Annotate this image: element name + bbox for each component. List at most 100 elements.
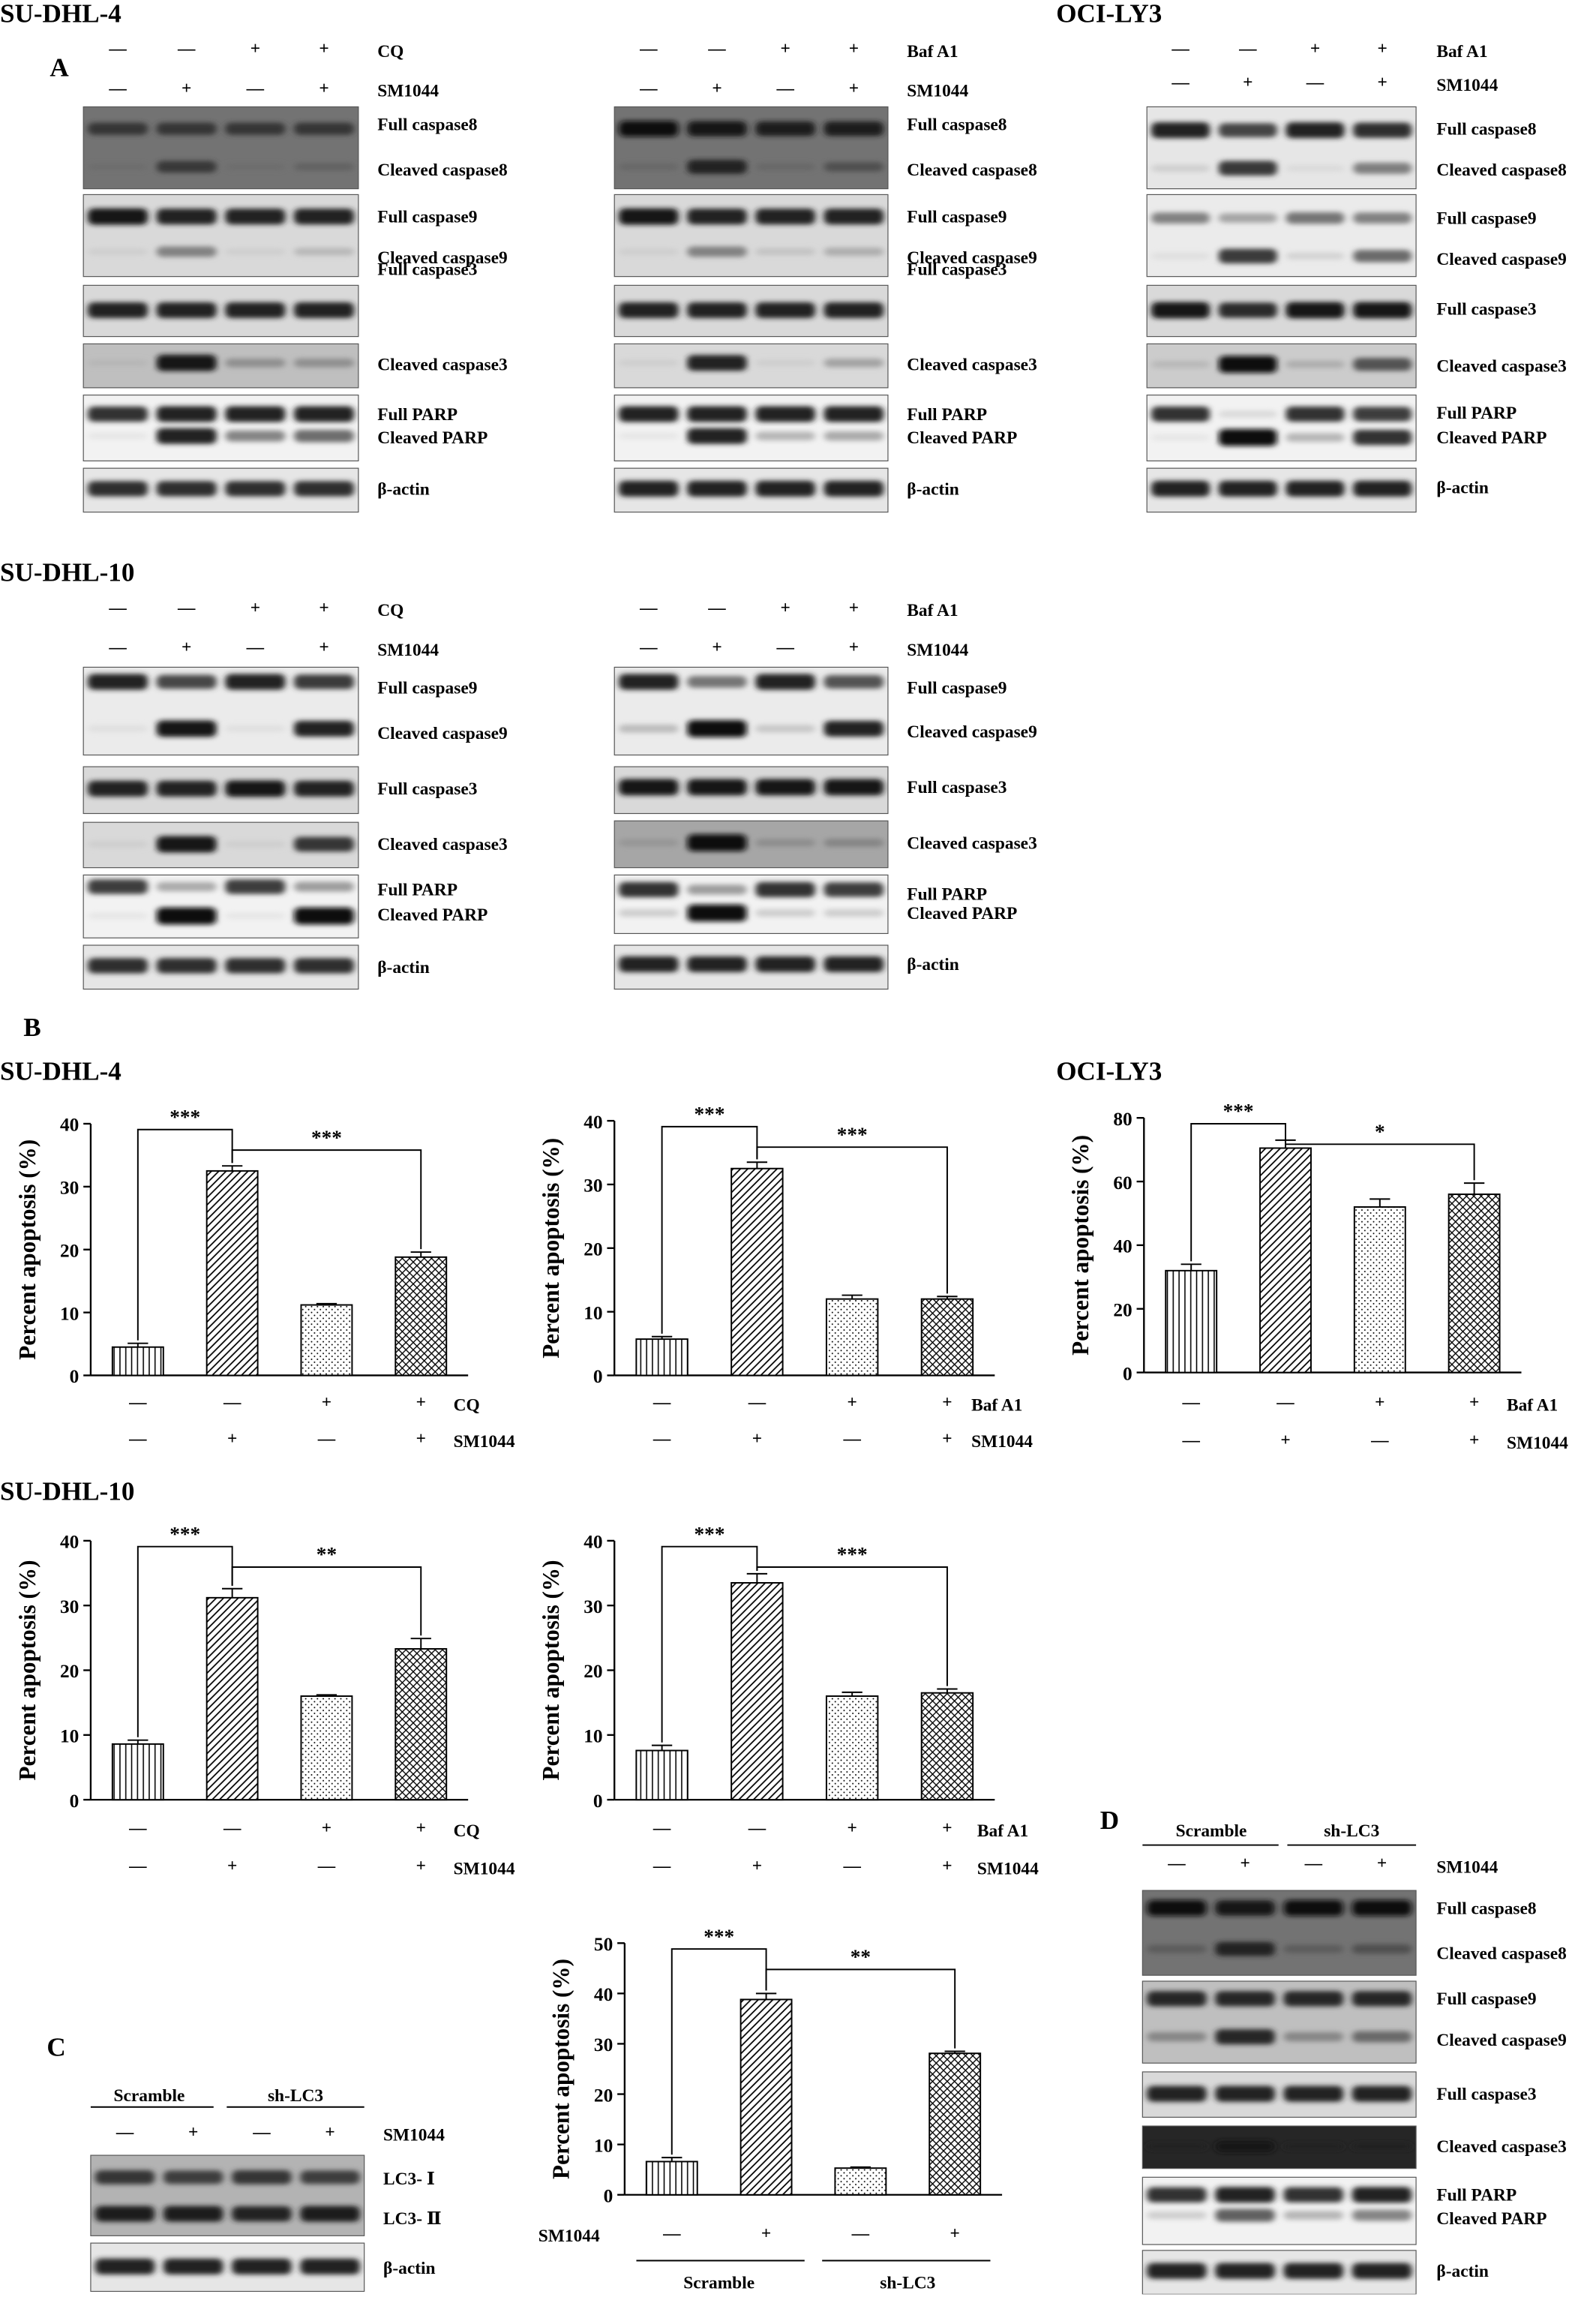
y-tick-label: 60 [1113, 1173, 1132, 1194]
blot-frame [1146, 395, 1417, 461]
blot-background [1147, 395, 1417, 461]
panel-letter: D [1100, 1806, 1119, 1835]
blot-background [614, 194, 888, 277]
blot-frame [1146, 343, 1417, 389]
bar [730, 1582, 784, 1801]
significance-stars: *** [694, 1523, 725, 1545]
band [88, 841, 148, 848]
bar [834, 2167, 887, 2196]
blot-row-label: Cleaved caspase9 [377, 724, 507, 743]
y-tick-label: 0 [593, 1366, 603, 1387]
band [824, 956, 884, 972]
blot-strip [1146, 194, 1417, 278]
blot-bands [619, 956, 884, 972]
band [1283, 2143, 1344, 2150]
lane-sign: — [639, 39, 658, 59]
blot-strip [82, 666, 359, 756]
blot-row-label: Cleaved PARP [377, 428, 488, 448]
band [755, 674, 815, 690]
blot-row-label: Cleaved PARP [1436, 428, 1546, 448]
lane-sign: + [322, 1818, 332, 1838]
lane-sign: — [1171, 73, 1190, 92]
lane-sign: + [1310, 39, 1320, 59]
blot-background [83, 194, 358, 277]
band [1283, 2031, 1344, 2042]
band [156, 958, 217, 974]
lane-sign: + [942, 1429, 952, 1449]
blot-strip [614, 194, 889, 278]
blot-bands [1151, 302, 1412, 319]
band [1353, 250, 1412, 263]
lane-sign: + [1240, 1854, 1250, 1873]
lane-sign: + [182, 79, 191, 98]
panel-letter: B [23, 1013, 40, 1042]
band [225, 406, 286, 422]
band [294, 958, 355, 974]
band [1352, 1899, 1412, 1916]
group-label: sh-LC3 [268, 2086, 323, 2106]
blot-frame [1146, 194, 1417, 278]
treatment-label: SM1044 [538, 2226, 600, 2246]
band [94, 2205, 155, 2222]
band [1147, 2085, 1207, 2102]
lane-sign: + [182, 638, 191, 657]
blot-frame [614, 820, 889, 869]
treatment-label: SM1044 [454, 1860, 515, 1879]
y-tick-label: 40 [584, 1532, 602, 1553]
lane-sign: — [652, 1857, 671, 1876]
bar [740, 1998, 793, 2196]
band [88, 359, 148, 367]
significance-stars: *** [311, 1126, 342, 1148]
blot-row-label: Cleaved caspase3 [377, 355, 507, 374]
band [687, 159, 747, 174]
treatment-label: CQ [454, 1395, 480, 1415]
band [156, 161, 217, 173]
bar [635, 1749, 688, 1801]
lane-sign: + [849, 638, 859, 657]
significance-bracket [661, 1125, 758, 1334]
band [1147, 1944, 1207, 1953]
blot-frame [90, 2242, 365, 2292]
blot-bands [88, 958, 355, 974]
blot-row-label: Cleaved caspase8 [1436, 161, 1566, 180]
lane-sign: — [1304, 1854, 1323, 1873]
treatment-label: Baf A1 [977, 1821, 1028, 1841]
y-tick-label: 20 [594, 2085, 613, 2106]
blot-frame [614, 467, 889, 513]
band [294, 163, 355, 171]
blot-strip [1142, 2176, 1417, 2245]
band [824, 162, 884, 172]
lane-sign: — [1238, 39, 1257, 59]
band [294, 406, 355, 422]
y-tick-label: 40 [60, 1532, 79, 1553]
band [1353, 430, 1412, 446]
blot-row-label: Full caspase3 [907, 778, 1006, 797]
blot-bands [619, 302, 884, 319]
panel-letter: C [46, 2032, 65, 2061]
blot-frame [614, 106, 889, 190]
band [232, 2258, 292, 2274]
band [225, 358, 286, 368]
bar [1448, 1194, 1501, 1374]
band [1286, 433, 1345, 443]
significance-stars: *** [1223, 1100, 1254, 1122]
band [755, 302, 815, 319]
lane-sign: + [319, 638, 328, 657]
band [1218, 302, 1277, 318]
blot-row-label: Full caspase3 [907, 260, 1006, 280]
band [88, 432, 148, 440]
lane-sign: — [748, 1392, 766, 1412]
y-tick-label: 10 [584, 1726, 602, 1747]
lane-sign: + [847, 1392, 856, 1412]
lane-sign: + [712, 79, 722, 98]
blot-row-label: Full PARP [1436, 404, 1516, 423]
significance-stars: * [1375, 1120, 1385, 1142]
band [755, 881, 815, 898]
blot-bands [619, 406, 884, 444]
band [755, 909, 815, 917]
bar [730, 1167, 784, 1377]
lane-sign: — [1181, 1392, 1200, 1412]
band [824, 909, 884, 917]
blot-background [83, 107, 358, 189]
